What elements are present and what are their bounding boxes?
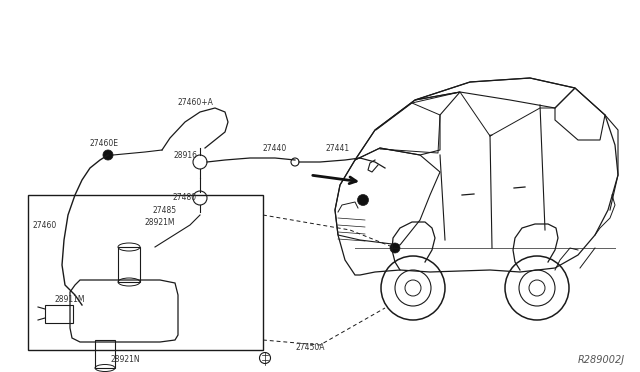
Text: 27460E: 27460E: [90, 138, 118, 148]
Text: 28916: 28916: [173, 151, 197, 160]
Text: 27441: 27441: [326, 144, 350, 153]
Text: 27480: 27480: [173, 192, 197, 202]
Text: 28911M: 28911M: [55, 295, 85, 305]
Text: 27450A: 27450A: [295, 343, 324, 353]
Bar: [45, 305, 73, 323]
Circle shape: [358, 195, 369, 205]
Circle shape: [103, 150, 113, 160]
Circle shape: [390, 243, 400, 253]
Text: 27485: 27485: [153, 205, 177, 215]
Text: 27440: 27440: [263, 144, 287, 153]
Text: 28921M: 28921M: [145, 218, 175, 227]
Bar: [28, 195, 263, 350]
Bar: [95, 340, 115, 368]
Bar: [118, 247, 140, 282]
Text: 28921N: 28921N: [110, 356, 140, 365]
Text: R289002J: R289002J: [578, 355, 625, 365]
Text: 27460: 27460: [33, 221, 57, 230]
Text: 27460+A: 27460+A: [177, 97, 213, 106]
